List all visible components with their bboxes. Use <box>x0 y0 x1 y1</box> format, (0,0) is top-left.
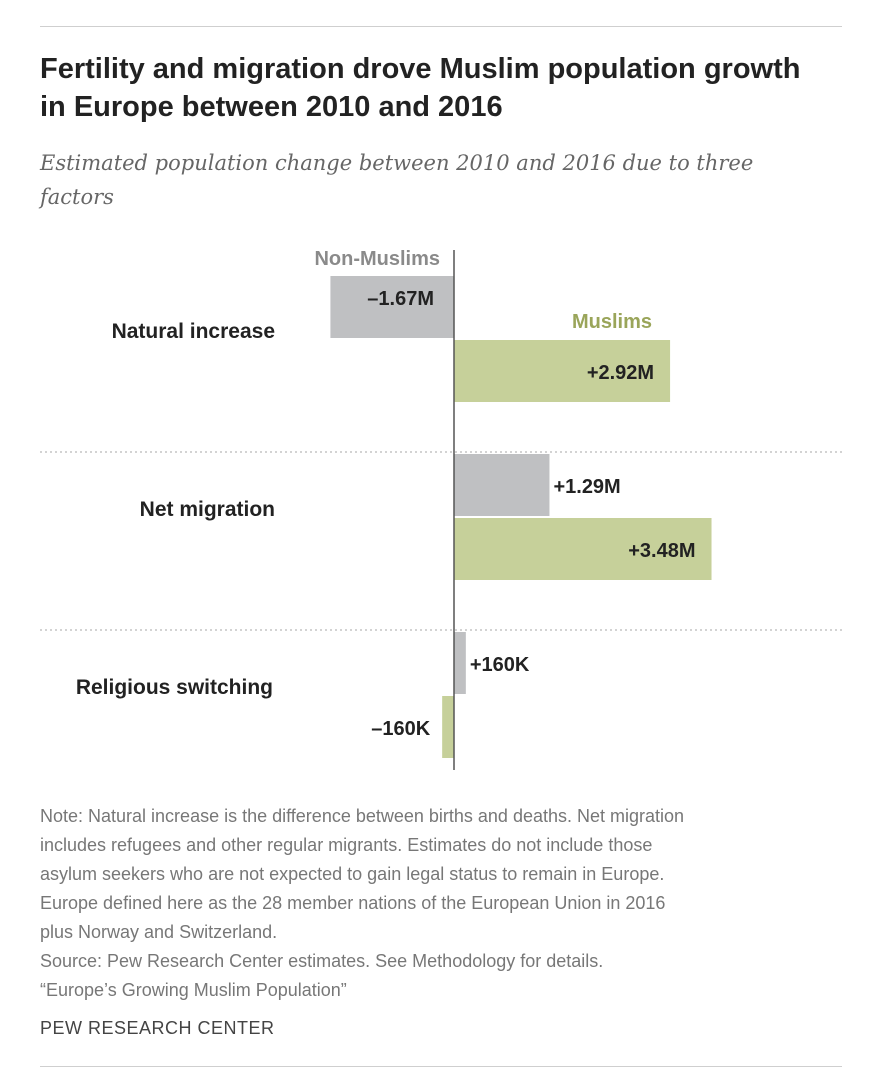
data-label-non-muslims-religious-switching: +160K <box>470 654 530 676</box>
note-line: Note: Natural increase is the difference… <box>40 806 685 826</box>
data-label-muslims-natural-increase: +2.92M <box>587 362 654 384</box>
data-label-muslims-religious-switching: –160K <box>371 718 430 740</box>
data-label-muslims-net-migration: +3.48M <box>628 540 695 562</box>
bar-muslims-net-migration <box>454 518 712 580</box>
bar-non-muslims-natural-increase <box>330 276 454 338</box>
note-line: Europe defined here as the 28 member nat… <box>40 893 666 913</box>
bar-non-muslims-net-migration <box>454 454 550 516</box>
report-line: “Europe’s Growing Muslim Population” <box>40 980 347 1000</box>
bar-non-muslims-religious-switching <box>454 632 466 694</box>
notes: Note: Natural increase is the difference… <box>40 802 840 1005</box>
legend-label-non-muslims: Non-Muslims <box>314 248 440 270</box>
note-line: includes refugees and other regular migr… <box>40 835 653 855</box>
bar-muslims-religious-switching <box>442 696 454 758</box>
bar-chart: Natural increase Net migration Religious s… <box>40 248 842 770</box>
category-label-religious-switching: Religious switching <box>76 676 273 699</box>
bar-muslims-natural-increase <box>454 340 671 402</box>
category-label-natural-increase: Natural increase <box>112 320 275 343</box>
chart-subtitle: Estimated population change between 2010… <box>40 151 754 209</box>
bottom-rule <box>40 1066 842 1067</box>
data-label-non-muslims-natural-increase: –1.67M <box>367 288 434 310</box>
top-rule <box>40 26 842 27</box>
category-label-net-migration: Net migration <box>140 498 275 521</box>
data-label-non-muslims-net-migration: +1.29M <box>553 476 620 498</box>
note-line: asylum seekers who are not expected to g… <box>40 864 665 884</box>
source-line: Source: Pew Research Center estimates. S… <box>40 951 604 971</box>
note-line: plus Norway and Switzerland. <box>40 922 278 942</box>
legend-label-muslims: Muslims <box>572 311 652 333</box>
brand-logo-text: PEW RESEARCH CENTER <box>40 1018 275 1038</box>
chart-title: Fertility and migration drove Muslim pop… <box>40 53 801 123</box>
